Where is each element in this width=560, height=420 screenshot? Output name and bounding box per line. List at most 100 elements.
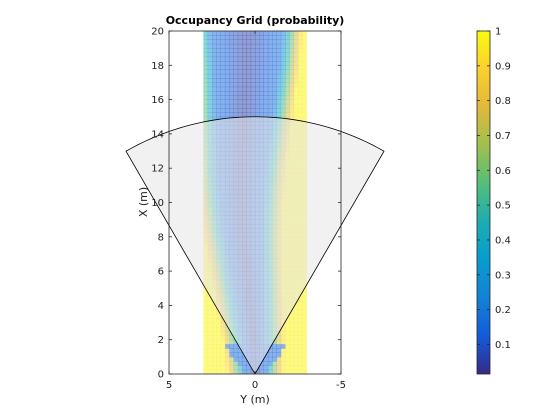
heatmap-cell <box>203 356 209 362</box>
heatmap-cell <box>272 48 277 53</box>
heatmap-cell <box>224 43 230 49</box>
heatmap-cell <box>220 86 226 92</box>
heatmap-cell <box>293 31 299 36</box>
heatmap-cell <box>280 326 286 332</box>
heatmap-cell <box>216 48 221 53</box>
heatmap-cell <box>263 369 269 374</box>
heatmap-cell <box>293 61 299 66</box>
heatmap-cell <box>298 95 303 100</box>
heatmap-cell <box>293 86 299 92</box>
heatmap-cell <box>267 361 273 366</box>
heatmap-cell <box>207 43 213 49</box>
heatmap-cell <box>255 103 260 109</box>
heatmap-cell <box>212 86 217 92</box>
heatmap-cell <box>224 86 230 92</box>
heatmap-cell <box>276 86 282 92</box>
heatmap-cell <box>302 361 307 366</box>
heatmap-cell <box>272 356 277 362</box>
heatmap-cell <box>212 116 217 122</box>
heatmap-cell <box>224 82 230 88</box>
heatmap-cell <box>246 91 252 96</box>
heatmap-cell <box>293 35 299 40</box>
heatmap-cell <box>212 369 217 374</box>
heatmap-cell <box>212 103 217 109</box>
heatmap-cell <box>298 82 303 88</box>
heatmap-cell <box>207 326 213 332</box>
heatmap-cell <box>263 39 269 45</box>
heatmap-cell <box>229 86 234 92</box>
heatmap-cell <box>237 369 243 374</box>
heatmap-cell <box>233 343 239 349</box>
heatmap-cell <box>285 73 290 79</box>
heatmap-cell <box>250 35 256 40</box>
heatmap-cell <box>280 91 286 96</box>
heatmap-cell <box>285 331 290 336</box>
heatmap-cell <box>250 48 256 53</box>
heatmap-cell <box>237 108 243 113</box>
heatmap-cell <box>203 365 209 371</box>
heatmap-cell <box>212 56 217 62</box>
heatmap-cell <box>242 112 247 118</box>
heatmap-cell <box>302 31 307 36</box>
heatmap-cell <box>255 73 260 79</box>
heatmap-cell <box>280 69 286 75</box>
heatmap-cell <box>263 56 269 62</box>
heatmap-cell <box>267 99 273 105</box>
heatmap-cell <box>203 322 209 328</box>
heatmap-cell <box>224 369 230 374</box>
heatmap-cell <box>229 112 234 118</box>
heatmap-cell <box>233 339 239 345</box>
heatmap-cell <box>293 65 299 70</box>
heatmap-cell <box>220 335 226 341</box>
heatmap-cell <box>289 313 295 319</box>
heatmap-cell <box>272 35 277 40</box>
heatmap-cell <box>259 91 264 96</box>
heatmap-cell <box>233 365 239 371</box>
colorbar-ticks: 0.1 0.2 0.3 0.4 0.5 0.6 0.7 0.8 0.9 1 <box>477 27 511 351</box>
heatmap-cell <box>233 352 239 358</box>
heatmap-cell <box>276 52 282 58</box>
heatmap-cell <box>216 43 221 49</box>
heatmap-cell <box>207 301 213 306</box>
heatmap-cell <box>263 43 269 49</box>
heatmap-cell <box>207 313 213 319</box>
heatmap-cell <box>276 65 282 70</box>
heatmap-cell <box>302 318 307 323</box>
heatmap-cell <box>302 61 307 66</box>
heatmap-cell <box>224 326 230 332</box>
heatmap-cell <box>220 103 226 109</box>
heatmap-cell <box>289 322 295 328</box>
heatmap-cell <box>212 318 217 323</box>
heatmap-cell <box>220 112 226 118</box>
heatmap-cell <box>289 65 295 70</box>
heatmap-cell <box>259 35 264 40</box>
heatmap-cell <box>212 61 217 66</box>
heatmap-cell <box>285 69 290 75</box>
heatmap-cell <box>216 369 221 374</box>
heatmap-cell <box>289 108 295 113</box>
heatmap-cell <box>246 369 252 374</box>
heatmap-cell <box>220 339 226 345</box>
heatmap-cell <box>293 365 299 371</box>
x-ticks: 5 0 -5 <box>166 31 346 391</box>
heatmap-cell <box>285 99 290 105</box>
heatmap-cell <box>242 65 247 70</box>
heatmap-cell <box>293 335 299 341</box>
heatmap-cell <box>242 69 247 75</box>
heatmap-cell <box>233 39 239 45</box>
heatmap-cell <box>263 356 269 362</box>
heatmap-cell <box>216 52 221 58</box>
heatmap-cell <box>298 369 303 374</box>
heatmap-cell <box>285 322 290 328</box>
heatmap-cell <box>250 86 256 92</box>
heatmap-cell <box>272 352 277 358</box>
heatmap-cell <box>203 82 209 88</box>
heatmap-cell <box>298 69 303 75</box>
y-tick-label: 20 <box>151 27 164 38</box>
heatmap-cell <box>267 43 273 49</box>
heatmap-cell <box>272 99 277 105</box>
heatmap-cell <box>302 78 307 83</box>
heatmap-cell <box>216 31 221 36</box>
heatmap-cell <box>280 369 286 374</box>
